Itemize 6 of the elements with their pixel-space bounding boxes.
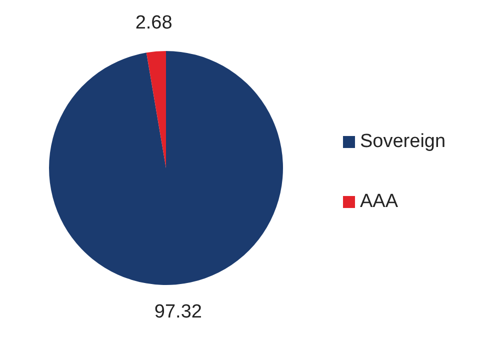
legend-label: AAA — [360, 191, 398, 212]
legend-label: Sovereign — [360, 131, 446, 152]
data-label: 97.32 — [154, 302, 202, 322]
pie-slice — [146, 51, 166, 168]
data-label: 2.68 — [135, 12, 172, 34]
pie-slice — [49, 51, 283, 285]
